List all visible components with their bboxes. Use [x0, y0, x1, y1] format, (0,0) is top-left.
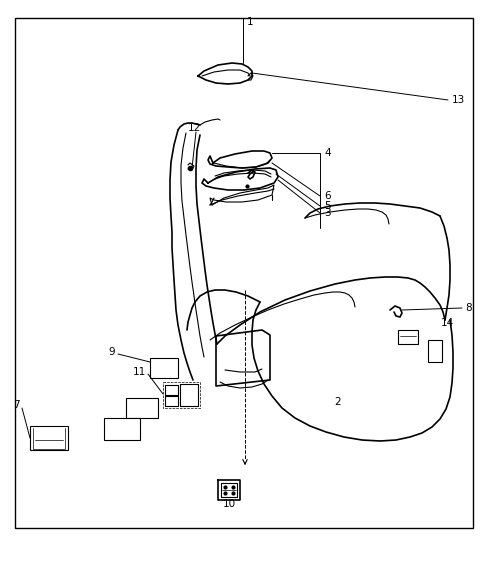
- Bar: [398, 330, 418, 344]
- Text: 11: 11: [133, 367, 146, 377]
- Bar: [30, 426, 68, 450]
- Text: 12: 12: [187, 123, 201, 133]
- Bar: [150, 358, 178, 378]
- Text: 3: 3: [324, 208, 331, 218]
- Text: 6: 6: [324, 191, 331, 201]
- Text: 1: 1: [247, 17, 253, 27]
- Bar: [428, 340, 442, 362]
- Text: 4: 4: [324, 148, 331, 158]
- Text: 5: 5: [324, 201, 331, 211]
- Bar: [15, 18, 473, 528]
- Bar: [104, 418, 140, 440]
- Text: 7: 7: [13, 400, 20, 410]
- Text: 9: 9: [108, 347, 115, 357]
- Bar: [126, 398, 158, 418]
- Text: 14: 14: [441, 318, 454, 328]
- Text: 8: 8: [465, 303, 472, 313]
- Text: 2: 2: [334, 397, 341, 407]
- Text: 13: 13: [452, 95, 465, 105]
- Text: 10: 10: [222, 499, 236, 509]
